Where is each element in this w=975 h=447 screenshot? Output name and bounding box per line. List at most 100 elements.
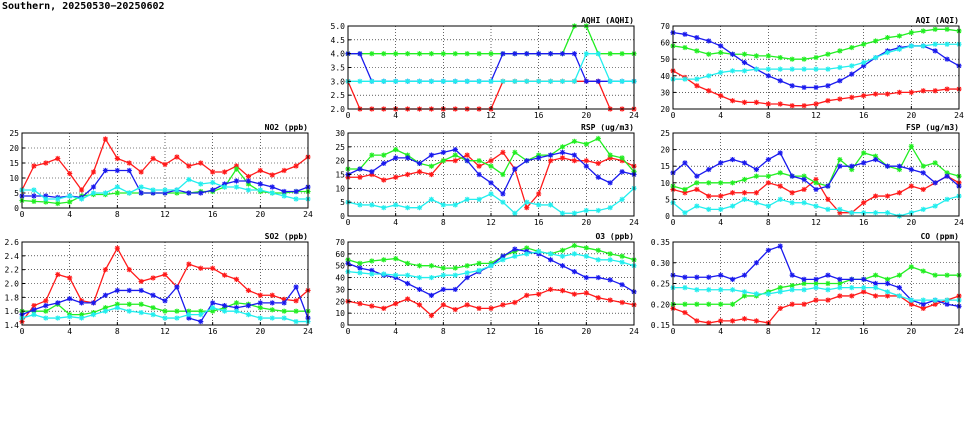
data-point (464, 196, 470, 202)
data-point (512, 210, 518, 216)
x-tick-label: 4 (67, 327, 72, 336)
data-point (198, 190, 204, 196)
data-point (932, 203, 938, 209)
data-point (67, 296, 73, 302)
data-point (31, 198, 37, 204)
data-point (452, 286, 458, 293)
data-point (849, 94, 855, 100)
data-point (777, 183, 783, 189)
data-point (547, 78, 554, 84)
data-point (753, 190, 760, 196)
data-point (78, 300, 85, 306)
data-point (559, 51, 566, 57)
y-tick-label: 0 (665, 212, 670, 221)
x-tick-label: 24 (954, 218, 964, 227)
data-point (150, 312, 156, 318)
data-point (269, 315, 275, 321)
data-point (210, 305, 216, 311)
data-point (825, 280, 831, 287)
data-point (369, 202, 375, 208)
data-point (849, 285, 855, 291)
data-point (801, 66, 807, 72)
data-point (452, 306, 458, 313)
data-point (896, 163, 903, 169)
chart-panel: 0 4 8 12 16 20 24 1.4 1.6 1.8 2.0 2.2 2.4 2.6 SO2 (ppb… (5, 232, 313, 336)
data-point (428, 292, 435, 298)
data-point (476, 305, 482, 311)
data-point (825, 83, 831, 89)
data-point (464, 78, 470, 84)
data-point (162, 308, 168, 314)
data-point (381, 78, 387, 84)
chart-panel: 0 4 8 12 16 20 24 2.0 2.5 3.0 3.5 4.0 4.5 5.0 AQHI (AQ… (331, 16, 639, 120)
data-point (607, 297, 613, 303)
data-point (174, 190, 180, 196)
data-point (872, 153, 879, 159)
data-point (619, 78, 625, 84)
data-point (281, 188, 287, 195)
data-point (476, 196, 482, 202)
data-point (67, 275, 73, 281)
x-tick-label: 20 (907, 327, 917, 336)
data-point (920, 163, 926, 169)
data-point (198, 160, 204, 166)
data-point (908, 264, 914, 270)
data-point (777, 150, 783, 156)
data-point (404, 280, 411, 287)
y-tick-label: 5 (14, 189, 19, 198)
data-point (221, 181, 228, 187)
data-point (789, 287, 795, 293)
data-point (488, 163, 494, 169)
data-point (43, 315, 49, 321)
data-point (849, 293, 855, 299)
data-point (753, 200, 760, 206)
data-point (801, 176, 807, 183)
data-point (393, 272, 399, 278)
series-line (672, 245, 960, 307)
data-point (595, 247, 601, 253)
x-tick-label: 4 (67, 210, 72, 219)
data-point (801, 276, 807, 282)
data-point (595, 207, 601, 214)
data-point (920, 268, 926, 274)
data-point (198, 318, 204, 325)
data-point (789, 301, 795, 307)
data-point (801, 103, 807, 109)
data-point (908, 143, 914, 149)
data-point (813, 180, 819, 186)
data-point (428, 163, 435, 169)
data-point (777, 196, 783, 202)
chart-panel: 0 4 8 12 16 20 24 20 30 40 50 60 70 AQI (AQI) (660, 16, 964, 120)
data-point (729, 276, 736, 282)
data-point (536, 155, 542, 161)
data-point (789, 200, 795, 206)
data-point (452, 265, 458, 271)
data-point (694, 35, 700, 41)
data-point (31, 163, 37, 169)
data-point (464, 158, 470, 164)
data-point (607, 257, 613, 263)
data-point (619, 169, 625, 175)
data-point (872, 272, 879, 278)
x-tick-label: 24 (629, 218, 639, 227)
data-point (393, 78, 399, 84)
data-point (102, 136, 109, 142)
data-point (102, 305, 109, 311)
data-point (607, 251, 613, 257)
data-point (884, 193, 891, 199)
data-point (765, 291, 771, 297)
data-point (595, 257, 601, 263)
x-tick-label: 12 (160, 210, 170, 219)
data-point (428, 274, 435, 281)
data-point (583, 51, 589, 57)
data-point (694, 274, 700, 280)
data-point (932, 41, 938, 47)
data-point (43, 298, 49, 304)
data-point (920, 186, 926, 193)
data-point (944, 297, 950, 303)
data-point (849, 163, 855, 169)
y-tick-label: 15 (660, 162, 670, 171)
data-point (369, 303, 375, 309)
data-point (162, 190, 168, 196)
data-point (126, 301, 132, 307)
